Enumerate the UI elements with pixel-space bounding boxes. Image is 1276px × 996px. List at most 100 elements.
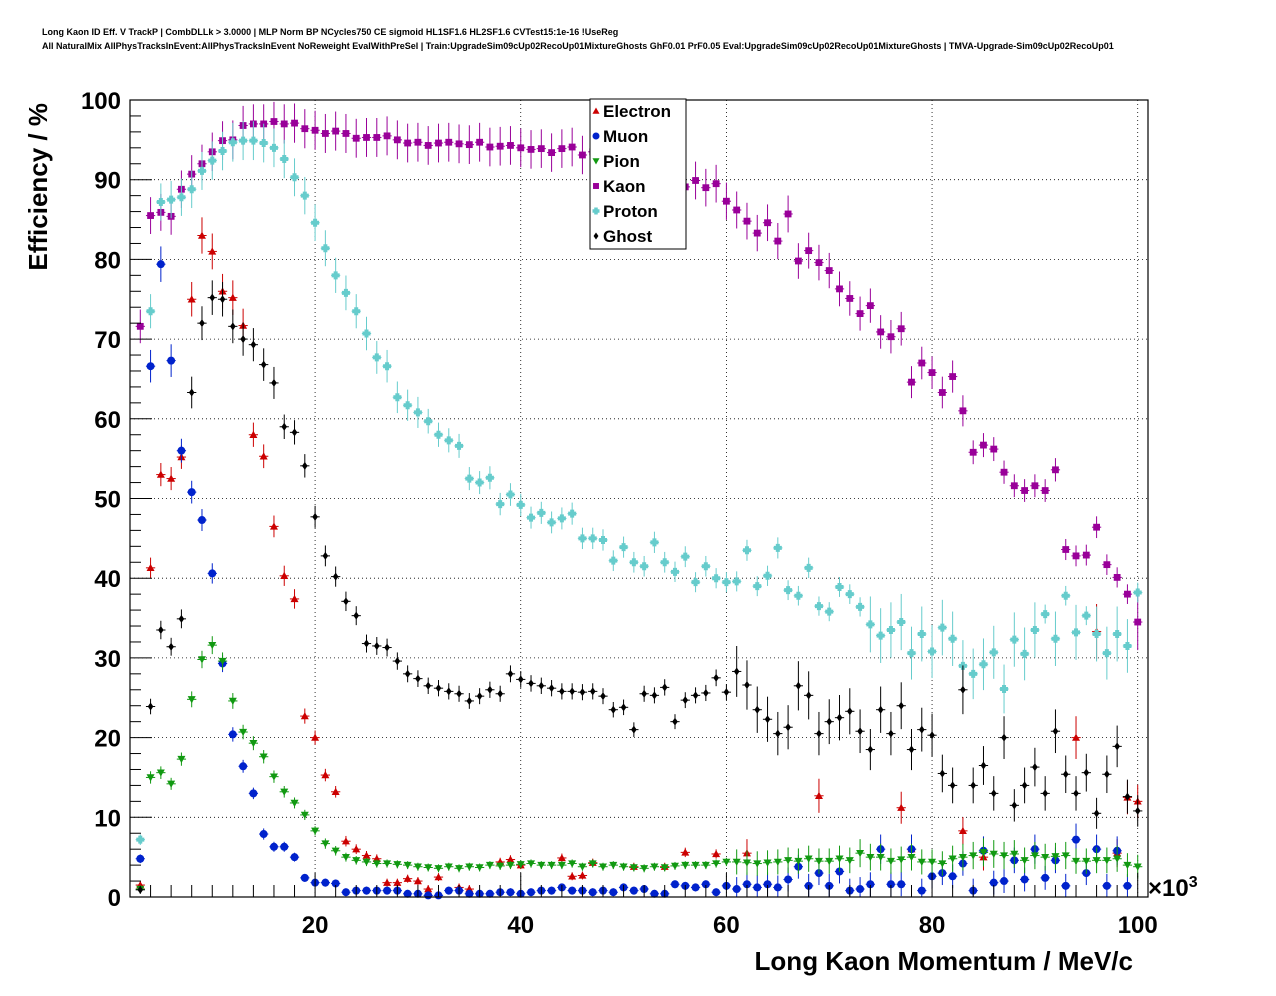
data-point (527, 146, 535, 153)
data-point (712, 849, 721, 858)
data-point (146, 774, 155, 782)
data-point (208, 641, 217, 650)
data-point (703, 688, 709, 697)
data-point (846, 707, 853, 716)
data-point (537, 145, 545, 153)
data-point (321, 771, 330, 779)
data-point (579, 688, 586, 697)
data-point (413, 877, 422, 885)
x-tick-label: 60 (713, 912, 740, 939)
data-point (1061, 881, 1070, 890)
data-point (650, 863, 659, 871)
data-point (342, 130, 350, 137)
data-point (465, 889, 474, 898)
data-point (208, 247, 217, 255)
data-point (568, 143, 576, 151)
data-point (321, 130, 329, 137)
data-point (1042, 789, 1048, 798)
legend-muon: Muon (603, 127, 648, 146)
data-point (609, 861, 618, 870)
data-point (1124, 792, 1131, 801)
data-point (794, 591, 803, 600)
data-point (897, 880, 906, 889)
data-point (866, 302, 874, 310)
data-point (528, 679, 534, 688)
data-point (1083, 768, 1090, 777)
data-point (476, 138, 484, 146)
data-point (989, 878, 998, 887)
data-point (845, 857, 854, 865)
data-point (701, 880, 710, 889)
data-point (228, 138, 237, 147)
data-point (804, 855, 813, 863)
data-point (557, 861, 566, 870)
data-point (404, 139, 412, 147)
data-point (918, 725, 925, 734)
data-point (1082, 611, 1091, 620)
y-tick-label: 10 (94, 805, 121, 832)
data-point (629, 558, 638, 567)
data-point (136, 322, 144, 330)
data-point (650, 889, 659, 898)
data-point (466, 696, 473, 705)
data-point (341, 837, 350, 845)
data-point (980, 761, 987, 770)
data-point (753, 860, 762, 868)
data-point (455, 865, 464, 873)
data-point (691, 861, 700, 870)
data-point (197, 656, 206, 664)
data-point (300, 873, 309, 882)
data-point (352, 307, 361, 316)
data-point (383, 886, 392, 895)
data-point (393, 393, 402, 402)
data-point (178, 614, 185, 623)
data-point (989, 648, 998, 657)
data-point (414, 138, 422, 146)
data-point (949, 781, 956, 790)
data-point (588, 860, 597, 868)
data-point (948, 872, 957, 881)
data-point (712, 180, 720, 188)
data-point (836, 285, 843, 293)
data-point (259, 753, 268, 761)
data-point (372, 860, 381, 868)
data-point (259, 830, 268, 839)
data-point (424, 142, 432, 149)
legend-marker-kaon (593, 183, 599, 189)
data-point (599, 863, 608, 871)
data-point (1020, 875, 1029, 884)
data-point (372, 854, 381, 862)
data-point (485, 473, 494, 482)
data-point (434, 430, 443, 439)
data-point (795, 681, 802, 690)
data-point (784, 586, 793, 595)
data-point (527, 513, 536, 522)
data-point (1030, 852, 1039, 860)
data-point (631, 725, 637, 734)
data-point (877, 705, 884, 714)
data-point (887, 333, 895, 341)
data-point (249, 789, 258, 798)
data-point (723, 688, 730, 697)
data-point (187, 185, 196, 194)
data-point (763, 880, 772, 889)
data-point (651, 691, 658, 700)
data-point (1020, 857, 1029, 865)
data-point (1010, 635, 1019, 644)
data-point (352, 845, 361, 853)
data-point (497, 689, 503, 698)
data-point (1123, 861, 1132, 870)
data-point (301, 125, 309, 133)
data-point (672, 717, 678, 726)
data-point (670, 880, 679, 889)
data-point (506, 861, 515, 870)
data-point (1092, 629, 1101, 638)
data-point (1062, 546, 1070, 553)
data-point (568, 886, 577, 895)
data-point (692, 177, 699, 184)
data-point (413, 408, 422, 417)
data-point (691, 578, 700, 587)
data-point (722, 858, 731, 866)
data-point (331, 787, 340, 795)
data-point (1072, 552, 1080, 560)
